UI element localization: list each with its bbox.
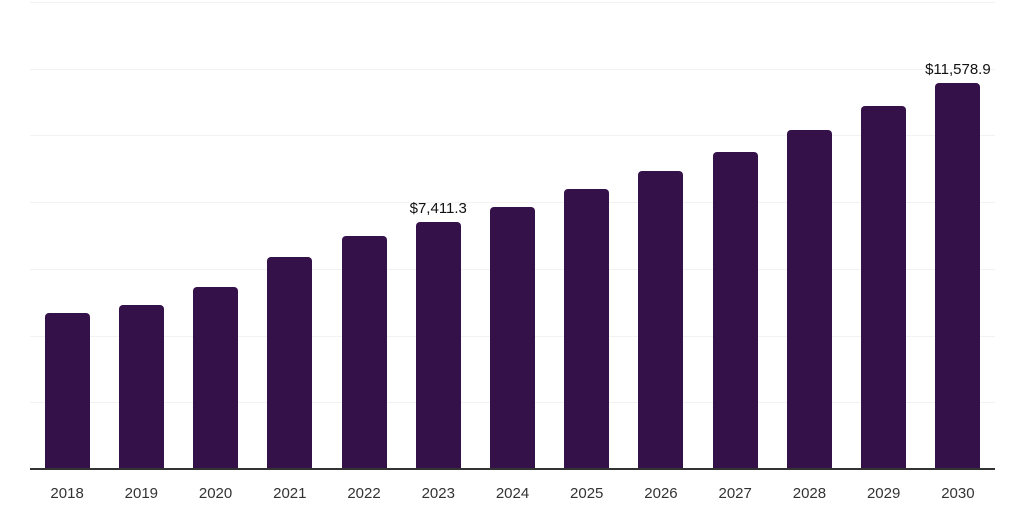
bar-2027[interactable] xyxy=(712,151,758,469)
x-tick-label-2018: 2018 xyxy=(50,485,84,502)
bar-2024[interactable] xyxy=(490,206,535,469)
x-axis-line xyxy=(30,468,995,470)
bar-2021[interactable] xyxy=(267,256,313,469)
x-tick-label-2028: 2028 xyxy=(792,485,827,502)
data-label-2023: $7,411.3 xyxy=(409,199,467,217)
x-tick-label-2019: 2019 xyxy=(124,485,159,502)
data-label-2030: $11,578.9 xyxy=(925,60,991,78)
gridline-8000 xyxy=(30,202,995,204)
bar-2022[interactable] xyxy=(341,235,387,469)
bar-2018[interactable] xyxy=(44,312,90,469)
gridline-10000 xyxy=(30,135,995,137)
x-tick-label-2026: 2026 xyxy=(644,485,678,502)
x-tick-label-2024: 2024 xyxy=(495,485,530,502)
x-tick-label-2030: 2030 xyxy=(941,485,975,502)
bar-2023[interactable] xyxy=(415,221,461,469)
x-tick-label-2020: 2020 xyxy=(198,485,233,502)
gridline-12000 xyxy=(30,68,995,70)
x-tick-label-2023: 2023 xyxy=(421,485,455,502)
bar-2026[interactable] xyxy=(638,171,684,469)
bar-2020[interactable] xyxy=(193,286,239,469)
bar-2028[interactable] xyxy=(786,130,832,469)
bar-2029[interactable] xyxy=(861,106,907,469)
x-tick-label-2021: 2021 xyxy=(273,485,307,502)
x-tick-label-2029: 2029 xyxy=(866,485,901,502)
bar-2030[interactable] xyxy=(935,82,981,469)
x-tick-label-2027: 2027 xyxy=(718,485,752,502)
x-tick-label-2025: 2025 xyxy=(570,485,604,502)
bar-2019[interactable] xyxy=(118,304,164,469)
x-tick-label-2022: 2022 xyxy=(347,485,381,502)
bar-2025[interactable] xyxy=(564,189,610,469)
gridline-14000 xyxy=(30,2,995,3)
